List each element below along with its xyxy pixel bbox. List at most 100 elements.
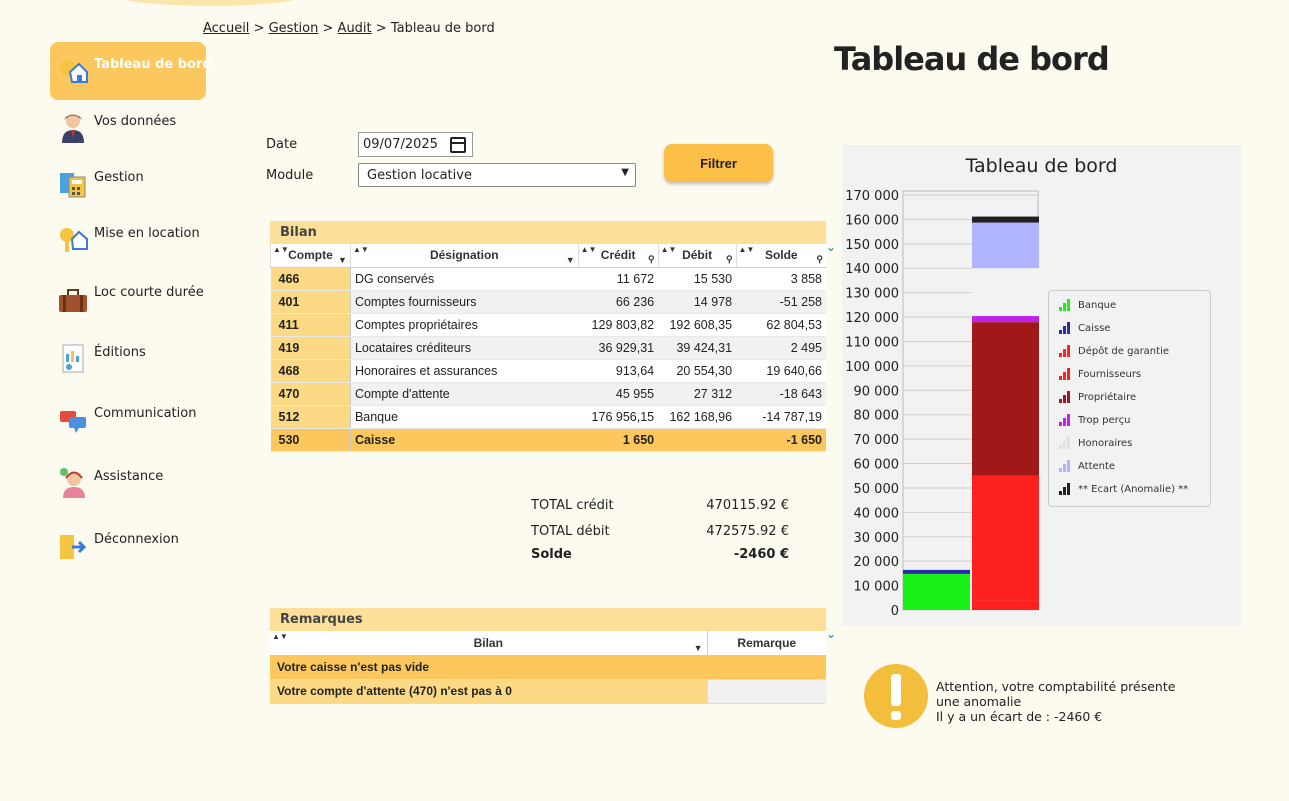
module-select[interactable]: Gestion locative ▼ xyxy=(358,163,636,187)
collapse-chevron-icon[interactable]: ⌄ xyxy=(826,240,837,254)
bar-segment xyxy=(903,573,970,610)
total-credit-label: TOTAL crédit xyxy=(531,498,614,513)
legend-item[interactable]: Dépôt de garantie xyxy=(1059,345,1169,357)
legend-label: Fournisseurs xyxy=(1078,369,1142,380)
table-row[interactable]: 401 Comptes fournisseurs 66 236 14 978 -51 2… xyxy=(270,290,826,314)
table-row[interactable]: 411 Comptes propriétaires 129 803,82 192 60… xyxy=(270,313,826,337)
sidebar-item-label: Mise en location xyxy=(94,226,200,241)
filter-icon: ▼ xyxy=(338,254,347,265)
sidebar-item-deconnexion[interactable]: Déconnexion xyxy=(50,517,206,575)
sidebar-item-label: Loc courte durée xyxy=(94,285,204,300)
solde-label: Solde xyxy=(531,547,572,562)
y-tick-label: 70 000 xyxy=(854,433,900,448)
sidebar-item-communication[interactable]: Communication xyxy=(50,391,206,449)
support-agent-icon xyxy=(60,468,85,498)
column-header-credit[interactable]: ▲▼ Crédit ⚲ xyxy=(577,244,659,268)
legend-label: Dépôt de garantie xyxy=(1078,346,1170,357)
legend-item[interactable]: Attente xyxy=(1059,460,1115,472)
y-tick-label: 60 000 xyxy=(854,458,900,473)
sidebar-item-label: Assistance xyxy=(94,469,164,484)
search-icon: ⚲ xyxy=(648,253,655,264)
legend-label: Trop perçu xyxy=(1078,415,1131,426)
table-row[interactable]: Votre caisse n'est pas vide xyxy=(270,655,826,680)
sidebar-item-gestion[interactable]: Gestion xyxy=(50,155,206,213)
bilan-table: ▲▼ Compte ▼ ▲▼ Désignation ▼ ▲▼ Crédit ⚲ ▲▼ Déb… xyxy=(270,244,826,452)
y-tick-label: 170 000 xyxy=(845,189,899,204)
sidebar-item-loc-courte-duree[interactable]: Loc courte durée xyxy=(50,270,206,328)
sidebar-item-label: Éditions xyxy=(94,345,146,360)
chevron-down-icon: ▼ xyxy=(621,167,629,178)
y-tick-label: 0 xyxy=(891,604,899,619)
table-row[interactable]: 419 Locataires créditeurs 36 929,31 39 424,… xyxy=(270,336,826,360)
column-header-debit[interactable]: ▲▼ Débit ⚲ xyxy=(657,244,737,268)
y-tick-label: 120 000 xyxy=(845,311,899,326)
column-header-solde[interactable]: ▲▼ Solde ⚲ xyxy=(735,244,826,268)
table-row-total[interactable]: 530 Caisse 1 650 -1 650 xyxy=(270,428,826,452)
legend-item[interactable]: Caisse xyxy=(1059,322,1110,334)
filter-icon: ▼ xyxy=(693,642,703,653)
total-debit-value: 472575.92 € xyxy=(706,524,789,539)
legend-item[interactable]: Propriétaire xyxy=(1059,391,1136,403)
table-row[interactable]: 466 DG conservés 11 672 15 530 3 858 xyxy=(270,267,826,291)
sidebar-item-label: Vos données xyxy=(94,114,177,129)
house-key-icon xyxy=(60,228,88,252)
bar-segment xyxy=(972,222,1039,269)
legend-label: ** Ecart (Anomalie) ** xyxy=(1078,484,1189,495)
breadcrumb: Accueil > Gestion > Audit > Tableau de b… xyxy=(203,21,495,36)
y-tick-label: 10 000 xyxy=(854,580,900,595)
bar-chart-icon xyxy=(1059,437,1070,449)
suitcase-icon xyxy=(59,289,87,312)
table-row[interactable]: 470 Compte d'attente 45 955 27 312 -18 643 xyxy=(270,382,826,406)
breadcrumb-audit[interactable]: Audit xyxy=(337,21,372,36)
legend-label: Honoraires xyxy=(1078,438,1133,449)
legend-label: Caisse xyxy=(1078,323,1111,334)
table-row[interactable]: 512 Banque 176 956,15 162 168,96 -14 787,19 xyxy=(270,405,826,429)
legend-label: Banque xyxy=(1078,300,1117,311)
column-header-remarque[interactable]: Remarque xyxy=(707,631,826,656)
y-tick-label: 150 000 xyxy=(845,238,899,253)
date-input[interactable]: 09/07/2025 xyxy=(358,132,473,157)
sidebar-item-editions[interactable]: Éditions xyxy=(50,330,206,388)
stacked-bar-chart: 0 10 000 20 000 30 000 40 000 50 000 60 000 70 … xyxy=(845,189,1039,619)
y-tick-label: 30 000 xyxy=(854,531,900,546)
bar-chart-icon xyxy=(1059,322,1070,334)
table-row[interactable]: 468 Honoraires et assurances 913,64 20 554,… xyxy=(270,359,826,383)
bar-chart-icon xyxy=(1059,299,1070,311)
solde-value: -2460 € xyxy=(733,547,789,562)
column-header-bilan[interactable]: ▲▼ Bilan ▼ xyxy=(270,631,708,656)
module-label: Module xyxy=(266,168,314,183)
anomaly-alert: Attention, votre comptabilité présente u… xyxy=(936,679,1176,724)
exclamation-icon xyxy=(864,664,928,728)
legend-item[interactable]: Fournisseurs xyxy=(1059,368,1141,380)
sidebar-item-tableau-de-bord[interactable]: Tableau de bord xyxy=(50,42,212,100)
legend-item[interactable]: Banque xyxy=(1059,299,1116,311)
legend-item[interactable]: Trop perçu xyxy=(1059,414,1130,426)
remarques-header: Remarques xyxy=(270,608,826,631)
bar-chart-icon xyxy=(1059,460,1070,472)
bar-chart-icon xyxy=(1059,414,1070,426)
breadcrumb-accueil[interactable]: Accueil xyxy=(203,21,250,36)
bar-segment xyxy=(972,600,1039,610)
bar-chart-icon xyxy=(1059,345,1070,357)
sidebar-item-mise-en-location[interactable]: Mise en location xyxy=(50,211,206,269)
sort-icon: ▲▼ xyxy=(272,632,288,641)
filter-button[interactable]: Filtrer xyxy=(664,144,773,182)
bar-segment xyxy=(972,316,1039,323)
bar-chart-icon xyxy=(1059,368,1070,380)
sidebar-item-assistance[interactable]: Assistance xyxy=(50,454,206,512)
y-tick-label: 130 000 xyxy=(845,287,899,302)
date-label: Date xyxy=(266,137,298,152)
calendar-icon[interactable] xyxy=(450,137,466,153)
sidebar-item-vos-donnees[interactable]: Vos données xyxy=(50,99,206,157)
column-header-compte[interactable]: ▲▼ Compte ▼ xyxy=(270,244,351,268)
breadcrumb-gestion[interactable]: Gestion xyxy=(268,21,319,36)
column-header-designation[interactable]: ▲▼ Désignation ▼ xyxy=(349,244,579,268)
legend-item[interactable]: Honoraires xyxy=(1059,437,1132,449)
table-row[interactable]: Votre compte d'attente (470) n'est pas à… xyxy=(270,679,826,704)
search-icon: ⚲ xyxy=(816,253,823,264)
legend-item[interactable]: ** Ecart (Anomalie) ** xyxy=(1059,483,1188,495)
y-tick-label: 20 000 xyxy=(854,555,900,570)
collapse-chevron-icon[interactable]: ⌄ xyxy=(826,627,837,641)
legend-label: Propriétaire xyxy=(1078,392,1137,403)
sort-icon: ▲▼ xyxy=(660,245,677,254)
